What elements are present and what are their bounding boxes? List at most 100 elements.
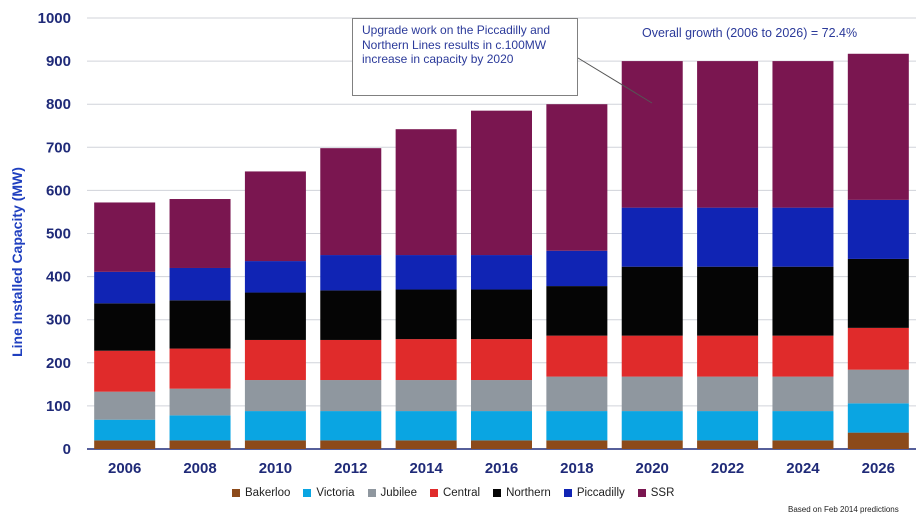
bar-segment-piccadilly-2010 xyxy=(244,261,306,293)
bar-segment-piccadilly-2024 xyxy=(772,207,834,267)
bar-segment-victoria-2014 xyxy=(395,411,457,441)
bar-segment-bakerloo-2018 xyxy=(546,440,608,449)
bar-segment-bakerloo-2006 xyxy=(94,440,156,449)
bar-segment-jubilee-2008 xyxy=(169,388,231,416)
x-tick-label: 2022 xyxy=(711,460,744,477)
callout-text: Upgrade work on the Piccadilly and North… xyxy=(362,23,551,66)
legend-swatch xyxy=(493,489,502,497)
y-tick-label: 900 xyxy=(46,53,71,70)
y-tick-label: 500 xyxy=(46,226,71,243)
bar-segment-bakerloo-2026 xyxy=(847,432,909,449)
x-tick-labels: 2006 2008 2010 2012 2014 2016 2018 2020 2022 2024… xyxy=(108,460,895,477)
bar-segment-central-2020 xyxy=(621,335,683,377)
bar-segment-bakerloo-2024 xyxy=(772,440,834,449)
growth-annotation: Overall growth (2006 to 2026) = 72.4% xyxy=(642,26,857,40)
legend-swatch xyxy=(232,489,240,497)
bar-stack-2006 xyxy=(94,202,156,449)
legend-item-ssr: SSR xyxy=(637,487,674,499)
legend-label: Central xyxy=(442,487,481,499)
y-tick-label: 100 xyxy=(46,398,71,415)
bar-segment-victoria-2018 xyxy=(546,411,608,441)
bar-segment-northern-2018 xyxy=(546,286,608,336)
x-tick-label: 2008 xyxy=(183,460,216,477)
y-tick-label: 700 xyxy=(46,139,71,156)
bar-segment-jubilee-2014 xyxy=(395,380,457,412)
bars xyxy=(94,53,909,449)
bar-segment-jubilee-2020 xyxy=(621,376,683,412)
bar-segment-victoria-2026 xyxy=(847,403,909,433)
y-tick-label: 300 xyxy=(46,312,71,329)
bar-segment-victoria-2012 xyxy=(320,411,382,441)
legend-item-victoria: Victoria xyxy=(303,487,355,499)
bar-segment-northern-2020 xyxy=(621,266,683,336)
bar-stack-2016 xyxy=(471,110,532,449)
x-tick-label: 2026 xyxy=(862,460,895,477)
bar-stack-2026 xyxy=(847,53,909,449)
bar-segment-piccadilly-2014 xyxy=(395,255,457,290)
bar-segment-central-2006 xyxy=(94,350,156,392)
bar-stack-2018 xyxy=(546,104,608,449)
callout-box: Upgrade work on the Piccadilly and North… xyxy=(352,18,578,96)
bar-segment-northern-2012 xyxy=(320,290,382,340)
bar-segment-piccadilly-2016 xyxy=(471,255,532,290)
bar-segment-northern-2006 xyxy=(94,303,156,351)
x-tick-label: 2006 xyxy=(108,460,141,477)
bar-segment-piccadilly-2022 xyxy=(697,207,759,267)
legend-swatch xyxy=(563,489,572,497)
legend-item-jubilee: Jubilee xyxy=(367,487,417,499)
legend: Bakerloo Victoria Jubilee Central Northern Pi… xyxy=(232,487,687,499)
bar-segment-ssr-2006 xyxy=(94,202,156,272)
bar-segment-northern-2022 xyxy=(697,266,759,336)
bar-segment-northern-2008 xyxy=(169,300,231,349)
bar-stack-2024 xyxy=(772,61,834,449)
bar-stack-2020 xyxy=(621,61,683,449)
bar-segment-central-2008 xyxy=(169,348,231,389)
bar-segment-victoria-2020 xyxy=(621,411,683,441)
bar-segment-victoria-2010 xyxy=(244,411,306,441)
y-tick-label: 200 xyxy=(46,355,71,372)
bar-segment-northern-2010 xyxy=(244,292,306,340)
bar-segment-central-2014 xyxy=(395,339,457,381)
bar-segment-jubilee-2016 xyxy=(471,380,532,412)
bar-segment-jubilee-2018 xyxy=(546,376,608,412)
bar-segment-jubilee-2024 xyxy=(772,376,834,412)
legend-label: Northern xyxy=(506,487,551,499)
bar-segment-central-2026 xyxy=(847,327,909,370)
y-tick-label: 400 xyxy=(46,269,71,286)
bar-segment-northern-2016 xyxy=(471,289,532,340)
bar-segment-northern-2026 xyxy=(847,258,909,328)
x-tick-label: 2012 xyxy=(334,460,367,477)
bar-segment-ssr-2026 xyxy=(847,53,909,200)
bar-segment-piccadilly-2008 xyxy=(169,267,231,301)
bar-segment-jubilee-2022 xyxy=(697,376,759,412)
bar-segment-victoria-2008 xyxy=(169,415,231,441)
bar-segment-jubilee-2012 xyxy=(320,380,382,412)
bar-segment-ssr-2016 xyxy=(471,110,532,256)
bar-segment-ssr-2020 xyxy=(621,61,683,208)
bar-segment-victoria-2016 xyxy=(471,411,532,441)
bar-segment-jubilee-2006 xyxy=(94,391,156,420)
callout-pointer xyxy=(577,57,653,104)
bar-segment-ssr-2022 xyxy=(697,61,759,208)
x-tick-label: 2024 xyxy=(786,460,820,477)
bar-segment-victoria-2022 xyxy=(697,411,759,441)
bar-segment-piccadilly-2020 xyxy=(621,207,683,267)
x-tick-label: 2010 xyxy=(259,460,292,477)
bar-segment-jubilee-2026 xyxy=(847,369,909,404)
legend-swatch xyxy=(429,489,438,497)
bar-segment-ssr-2018 xyxy=(546,104,608,251)
bar-segment-ssr-2010 xyxy=(244,171,306,262)
legend-item-northern: Northern xyxy=(493,487,551,499)
legend-swatch xyxy=(367,489,376,497)
legend-swatch xyxy=(303,489,312,497)
bar-segment-piccadilly-2026 xyxy=(847,199,909,259)
bar-segment-bakerloo-2016 xyxy=(471,440,532,449)
legend-label: Piccadilly xyxy=(576,487,625,499)
y-tick-labels: 0 100 200 300 400 500 600 700 800 900 1000 xyxy=(38,10,71,458)
x-tick-label: 2016 xyxy=(485,460,518,477)
bar-stack-2014 xyxy=(395,129,457,449)
bar-stack-2022 xyxy=(697,61,759,449)
y-tick-label: 1000 xyxy=(38,10,71,27)
bar-segment-central-2018 xyxy=(546,335,608,377)
